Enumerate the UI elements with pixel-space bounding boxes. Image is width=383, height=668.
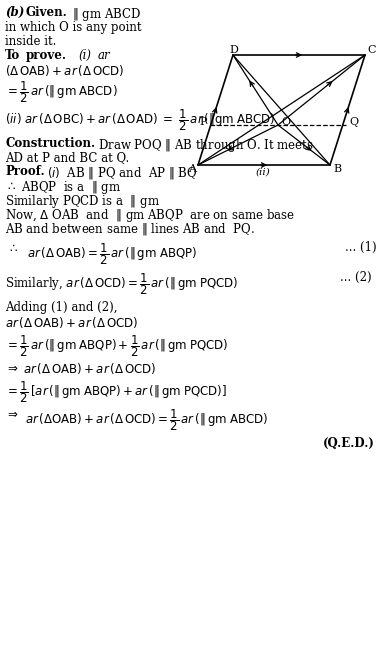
- Text: (b): (b): [5, 6, 24, 19]
- Text: ... (2): ... (2): [340, 271, 372, 284]
- Text: $(\Delta\,\mathrm{OAB}) + ar\,(\Delta\,\mathrm{OCD})$: $(\Delta\,\mathrm{OAB}) + ar\,(\Delta\,\…: [5, 63, 124, 78]
- Text: $= \dfrac{1}{2}\,[ar\,(\|\,\mathrm{gm\;ABQP}) + ar\,(\|\,\mathrm{gm\;PQCD})]$: $= \dfrac{1}{2}\,[ar\,(\|\,\mathrm{gm\;A…: [5, 379, 227, 405]
- Text: inside it.: inside it.: [5, 35, 56, 48]
- Text: $= \dfrac{1}{2}\,ar\,(\|\,\mathrm{gm\;ABQP}) + \dfrac{1}{2}\,ar\,(\|\,\mathrm{gm: $= \dfrac{1}{2}\,ar\,(\|\,\mathrm{gm\;AB…: [5, 333, 229, 359]
- Text: $ar\,(\Delta\,\mathrm{OAB}) + ar\,(\Delta\,\mathrm{OCD})$: $ar\,(\Delta\,\mathrm{OAB}) + ar\,(\Delt…: [5, 315, 138, 330]
- Text: AD at P and BC at Q.: AD at P and BC at Q.: [5, 151, 129, 164]
- Text: C: C: [367, 45, 375, 55]
- Text: To: To: [5, 49, 20, 62]
- Text: AB and between same $\|$ lines AB and  PQ.: AB and between same $\|$ lines AB and PQ…: [5, 221, 255, 237]
- Text: $ar\,(\Delta\,\mathrm{OAB}) + ar\,(\Delta\,\mathrm{OCD})$: $ar\,(\Delta\,\mathrm{OAB}) + ar\,(\Delt…: [23, 361, 156, 376]
- Text: prove.: prove.: [26, 49, 67, 62]
- Text: ar: ar: [98, 49, 111, 62]
- Text: (ii): (ii): [256, 168, 271, 177]
- Text: (i): (i): [78, 49, 91, 62]
- Text: Draw POQ $\|$ AB through O. It meets: Draw POQ $\|$ AB through O. It meets: [98, 137, 314, 154]
- Text: (Q.E.D.): (Q.E.D.): [323, 437, 375, 450]
- Text: $ar\,(\Delta\mathrm{OAB}) + ar\,(\Delta\,\mathrm{OCD}) = \dfrac{1}{2}\,ar\,(\|\,: $ar\,(\Delta\mathrm{OAB}) + ar\,(\Delta\…: [25, 407, 268, 433]
- Text: $\therefore$: $\therefore$: [7, 241, 18, 254]
- Text: B: B: [333, 164, 341, 174]
- Text: $\|$ gm ABCD: $\|$ gm ABCD: [72, 6, 141, 23]
- Text: $ar\,(\Delta\,\mathrm{OAB}) = \dfrac{1}{2}\,ar\,(\|\,\mathrm{gm\;ABQP})$: $ar\,(\Delta\,\mathrm{OAB}) = \dfrac{1}{…: [27, 241, 197, 267]
- Text: Proof.: Proof.: [5, 165, 45, 178]
- Text: O: O: [281, 117, 290, 127]
- Text: ABQP  is a  $\|$ gm: ABQP is a $\|$ gm: [21, 179, 121, 196]
- Text: $(i)$  AB $\|$ PQ and  AP $\|$ BQ: $(i)$ AB $\|$ PQ and AP $\|$ BQ: [47, 165, 198, 181]
- Text: Construction.: Construction.: [5, 137, 95, 150]
- Text: Q: Q: [349, 117, 358, 127]
- Text: $\Rightarrow$: $\Rightarrow$: [5, 407, 18, 420]
- Text: A: A: [188, 164, 196, 174]
- Text: $\Rightarrow$: $\Rightarrow$: [5, 361, 18, 374]
- Text: $=\dfrac{1}{2}\,ar\,(\|\,\mathrm{gm\;ABCD})$: $=\dfrac{1}{2}\,ar\,(\|\,\mathrm{gm\;ABC…: [5, 79, 118, 105]
- Text: ... (1): ... (1): [345, 241, 376, 254]
- Text: Similarly, $ar\,(\Delta\,\mathrm{OCD}) = \dfrac{1}{2}\,ar\,(\|\,\mathrm{gm\;PQCD: Similarly, $ar\,(\Delta\,\mathrm{OCD}) =…: [5, 271, 238, 297]
- Text: Adding (1) and (2),: Adding (1) and (2),: [5, 301, 118, 314]
- Text: Given.: Given.: [25, 6, 67, 19]
- Text: $\therefore$: $\therefore$: [5, 179, 16, 192]
- Text: P: P: [199, 117, 206, 127]
- Text: Similarly PQCD is a  $\|$ gm: Similarly PQCD is a $\|$ gm: [5, 193, 160, 210]
- Text: D: D: [229, 45, 238, 55]
- Text: Now, $\Delta$ OAB  and  $\|$ gm ABQP  are on same base: Now, $\Delta$ OAB and $\|$ gm ABQP are o…: [5, 207, 295, 224]
- Text: in which O is any point: in which O is any point: [5, 21, 141, 34]
- Text: $(ii)\ ar\,(\Delta\,\mathrm{OBC}) + ar\,(\Delta\,\mathrm{OAD})$$\ =\ \dfrac{1}{2: $(ii)\ ar\,(\Delta\,\mathrm{OBC}) + ar\,…: [5, 107, 275, 133]
